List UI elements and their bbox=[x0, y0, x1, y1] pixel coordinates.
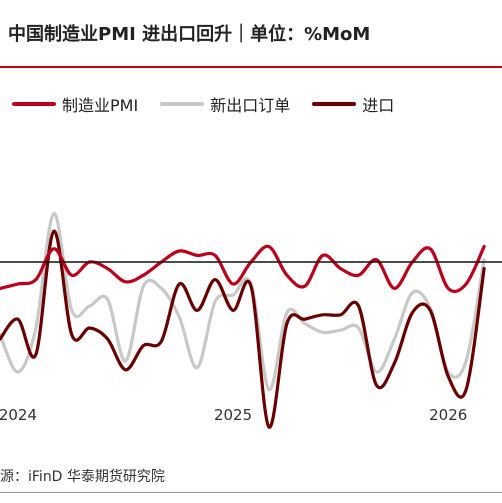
legend-item-export-orders: 新出口订单 bbox=[160, 92, 290, 116]
legend-item-pmi: 制造业PMI bbox=[12, 92, 138, 116]
legend-swatch-import bbox=[312, 102, 357, 106]
series-new-export-orders-line bbox=[0, 211, 486, 392]
bottom-rule bbox=[0, 492, 502, 493]
legend-label-export-orders: 新出口订单 bbox=[210, 96, 291, 115]
title-rule bbox=[0, 66, 502, 68]
legend-item-import: 进口 bbox=[312, 92, 394, 116]
x-tick-label-2026: 2026 bbox=[429, 406, 467, 424]
series-pmi-line bbox=[0, 244, 486, 294]
legend-label-import: 进口 bbox=[362, 96, 395, 115]
source-note: 源：iFinD 华泰期货研究院 bbox=[0, 469, 165, 485]
legend-swatch-export-orders bbox=[160, 102, 205, 106]
line-chart: 2024 2025 2026 bbox=[0, 211, 502, 429]
legend-swatch-pmi bbox=[12, 102, 56, 106]
chart-title: 中国制造业PMI 进出口回升｜单位：%MoM bbox=[8, 24, 371, 45]
legend-label-pmi: 制造业PMI bbox=[62, 96, 139, 115]
x-tick-label-2024: 2024 bbox=[0, 406, 37, 424]
series-import-line bbox=[0, 229, 486, 429]
x-tick-label-2025: 2025 bbox=[214, 406, 252, 424]
legend: 制造业PMI 新出口订单 进口 bbox=[12, 90, 416, 118]
